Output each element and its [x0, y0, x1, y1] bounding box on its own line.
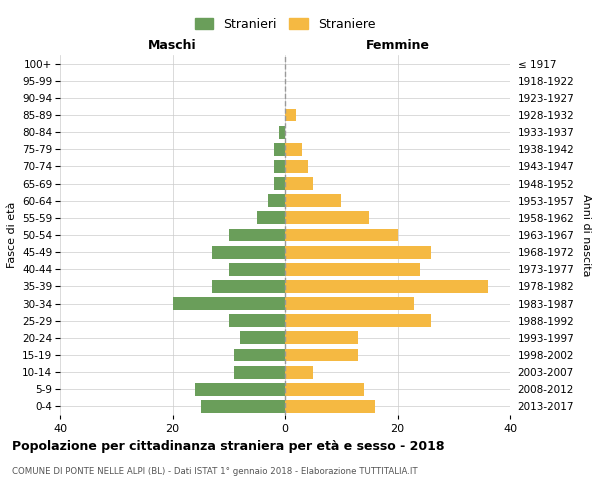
Bar: [285, 246, 431, 258]
Text: Maschi: Maschi: [148, 38, 197, 52]
Bar: [285, 160, 308, 173]
Text: Popolazione per cittadinanza straniera per età e sesso - 2018: Popolazione per cittadinanza straniera p…: [12, 440, 445, 453]
Bar: [212, 246, 285, 258]
Bar: [235, 348, 285, 362]
Bar: [285, 228, 398, 241]
Bar: [240, 332, 285, 344]
Bar: [285, 332, 358, 344]
Bar: [285, 383, 364, 396]
Bar: [285, 263, 420, 276]
Legend: Stranieri, Straniere: Stranieri, Straniere: [194, 18, 376, 31]
Bar: [268, 194, 285, 207]
Bar: [200, 400, 285, 413]
Bar: [285, 348, 358, 362]
Text: COMUNE DI PONTE NELLE ALPI (BL) - Dati ISTAT 1° gennaio 2018 - Elaborazione TUTT: COMUNE DI PONTE NELLE ALPI (BL) - Dati I…: [12, 468, 418, 476]
Text: Femmine: Femmine: [365, 38, 430, 52]
Bar: [195, 383, 285, 396]
Bar: [285, 143, 302, 156]
Y-axis label: Anni di nascita: Anni di nascita: [581, 194, 591, 276]
Bar: [229, 263, 285, 276]
Bar: [229, 314, 285, 327]
Bar: [229, 228, 285, 241]
Bar: [257, 212, 285, 224]
Bar: [285, 297, 415, 310]
Bar: [285, 366, 313, 378]
Bar: [274, 160, 285, 173]
Y-axis label: Fasce di età: Fasce di età: [7, 202, 17, 268]
Bar: [274, 143, 285, 156]
Bar: [212, 280, 285, 293]
Bar: [285, 177, 313, 190]
Bar: [285, 194, 341, 207]
Bar: [285, 400, 375, 413]
Bar: [285, 314, 431, 327]
Bar: [173, 297, 285, 310]
Bar: [285, 212, 370, 224]
Bar: [285, 108, 296, 122]
Bar: [285, 280, 487, 293]
Bar: [235, 366, 285, 378]
Bar: [274, 177, 285, 190]
Bar: [280, 126, 285, 138]
